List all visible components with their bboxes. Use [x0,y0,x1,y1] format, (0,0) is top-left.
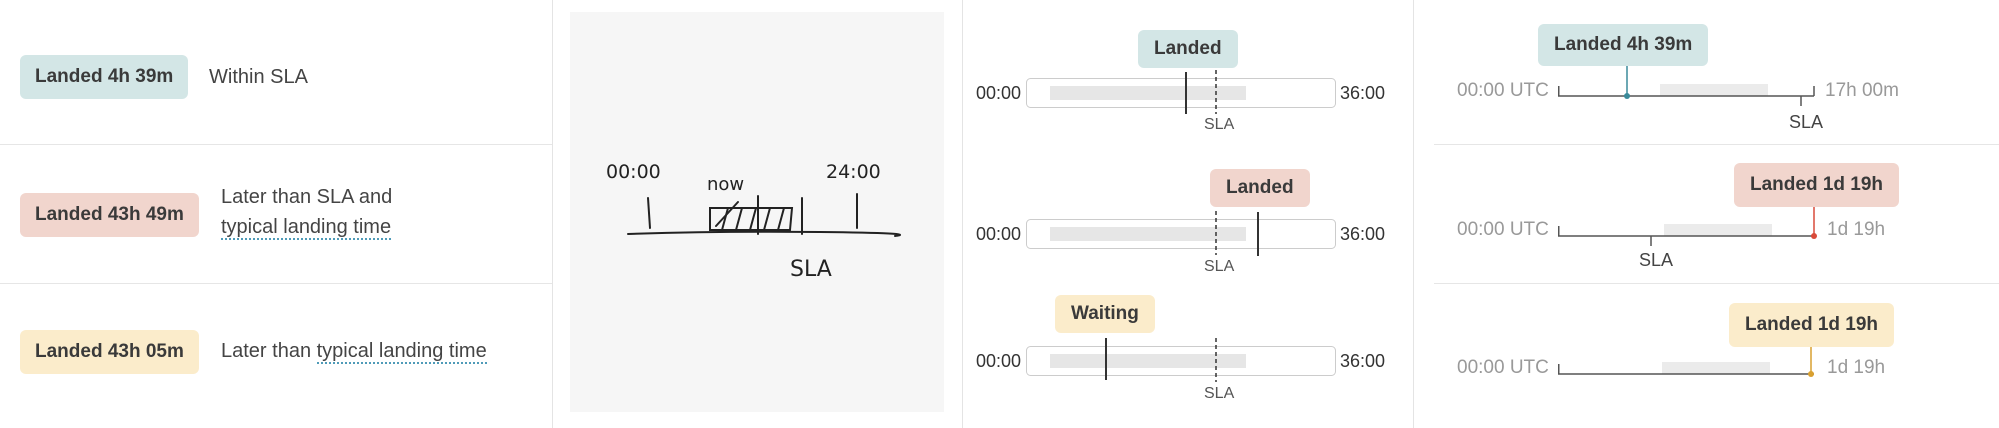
status-list-panel: Landed 4h 39m Within SLA Landed 43h 49m … [0,0,552,428]
status-badge: Landed 1d 19h [1734,163,1900,207]
status-badge: Landed [1138,30,1238,68]
timeline-start-label: 00:00 [976,83,1022,103]
sla-label: SLA [1639,250,1674,270]
timeline-axis [1558,66,1815,106]
timeline-end-label: 1d 19h [1827,357,1886,378]
panel-divider-1 [552,0,553,428]
sla-label: SLA [1204,258,1235,275]
timeline-start-label: 00:00 UTC [1457,219,1549,240]
sla-label: SLA [1204,116,1235,133]
row-divider [1434,283,1999,284]
typical-landing-time-link[interactable]: typical landing time [316,340,487,364]
status-description-prefix: Later than [221,340,317,362]
status-badge: Landed 1d 19h [1729,303,1895,347]
sla-label: SLA [1789,112,1824,132]
timeline-end-label: 1d 19h [1827,219,1886,240]
final-timeline-panel: Landed 4h 39m 00:00 UTC 17h 00m SLA Land… [1414,0,1999,428]
timeline-axis [1558,207,1817,246]
status-description: Within SLA [209,66,308,88]
status-description: Later than typical landing time [221,336,487,366]
row-divider [0,283,552,284]
status-description: Later than SLA and typical landing time [221,182,392,242]
timeline-end-label: 36:00 [1340,351,1386,371]
sketch-label-end: 24:00 [826,161,881,183]
timeline-mockups-panel: Landed 00:00 36:00 SLA Landed 00:00 36:0… [963,0,1413,428]
status-badge: Waiting [1055,295,1155,333]
status-badge: Landed 4h 39m [20,55,189,99]
timeline-end-label: 36:00 [1340,83,1386,103]
timeline-track [1026,211,1336,256]
row-divider [1434,144,1999,145]
timeline-track [1026,70,1336,114]
timeline-end-label: 17h 00m [1825,80,1899,101]
panel-divider-3 [1413,0,1414,428]
sketch-label-sla: SLA [790,257,832,282]
timeline-track [1026,338,1336,382]
row-divider [0,144,552,145]
timeline-end-label: 36:00 [1340,224,1386,244]
timeline-start-label: 00:00 [976,351,1022,371]
status-badge: Landed 43h 05m [20,330,199,374]
timeline-start-label: 00:00 UTC [1457,80,1549,101]
typical-landing-time-link[interactable]: typical landing time [221,216,392,240]
sketch-drawing: 00:00 now 24:00 SLA [606,161,901,282]
status-badge: Landed [1210,169,1310,207]
timeline-start-label: 00:00 UTC [1457,357,1549,378]
panel-divider-2 [962,0,963,428]
sketch-label-now: now [707,174,744,195]
sla-label: SLA [1204,385,1235,402]
status-badge: Landed 4h 39m [1538,24,1709,66]
status-description-line: Later than SLA and [221,186,393,208]
timeline-axis [1558,347,1814,377]
sketch-label-start: 00:00 [606,161,661,183]
timeline-start-label: 00:00 [976,224,1022,244]
status-badge: Landed 43h 49m [20,193,199,237]
